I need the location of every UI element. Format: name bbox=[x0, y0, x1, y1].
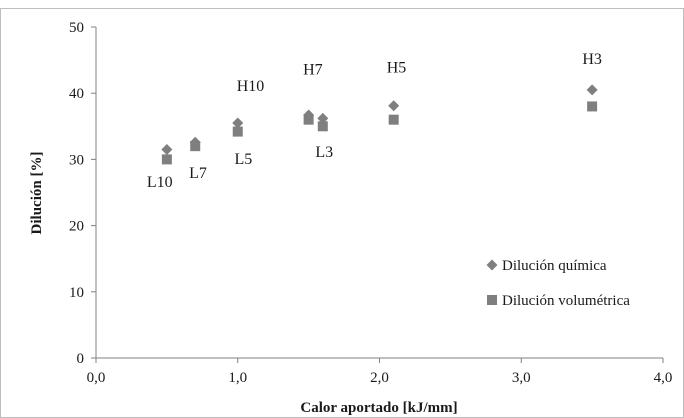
axes bbox=[91, 26, 664, 363]
chart-frame bbox=[0, 8, 684, 418]
square-point bbox=[161, 154, 172, 165]
legend-diamond-icon bbox=[486, 259, 498, 271]
x-tick-label: 2,0 bbox=[370, 370, 389, 386]
legend-label: Dilución volumétrica bbox=[502, 293, 630, 309]
x-tick-label: 1,0 bbox=[228, 370, 247, 386]
y-tick-label: 40 bbox=[69, 86, 84, 102]
square-point bbox=[232, 126, 243, 137]
point-label: L3 bbox=[315, 144, 333, 161]
x-tick-label: 0,0 bbox=[87, 370, 106, 386]
point-label: L10 bbox=[147, 174, 173, 191]
square-point bbox=[587, 101, 598, 112]
point-label: L5 bbox=[235, 151, 253, 168]
point-label: H3 bbox=[582, 51, 602, 68]
diamond-point bbox=[189, 136, 201, 148]
square-point bbox=[388, 114, 399, 125]
point-label: H5 bbox=[387, 60, 407, 77]
square-point bbox=[317, 121, 328, 132]
tick-labels: 0,0 1,0 2,0 3,0 4,0 0 10 20 30 40 50 bbox=[69, 20, 672, 386]
y-tick-label: 20 bbox=[69, 219, 84, 235]
point-annotations: L10 L7 L5 H10 H7 L3 H5 H3 bbox=[147, 51, 602, 191]
y-tick-label: 0 bbox=[77, 351, 85, 367]
legend-square-icon bbox=[487, 295, 497, 305]
x-tick-label: 3,0 bbox=[512, 370, 531, 386]
point-label: H7 bbox=[303, 62, 323, 79]
diamond-point bbox=[317, 112, 329, 124]
data-points bbox=[161, 84, 598, 165]
diamond-point bbox=[232, 117, 244, 129]
y-axis-title: Dilución [%] bbox=[29, 152, 45, 235]
y-tick-label: 30 bbox=[69, 152, 84, 168]
legend-label: Dilución química bbox=[502, 258, 607, 274]
diamond-point bbox=[388, 100, 400, 112]
x-tick-label: 4,0 bbox=[654, 370, 673, 386]
diamond-point bbox=[161, 143, 173, 155]
point-label: L7 bbox=[189, 165, 207, 182]
point-label: H10 bbox=[237, 78, 265, 95]
y-tick-label: 50 bbox=[69, 20, 84, 36]
y-tick-label: 10 bbox=[69, 285, 84, 301]
diamond-point bbox=[586, 84, 598, 96]
legend: Dilución química Dilución volumétrica bbox=[486, 258, 630, 309]
x-axis-title: Calor aportado [kJ/mm] bbox=[300, 400, 457, 416]
diamond-point bbox=[303, 109, 315, 121]
